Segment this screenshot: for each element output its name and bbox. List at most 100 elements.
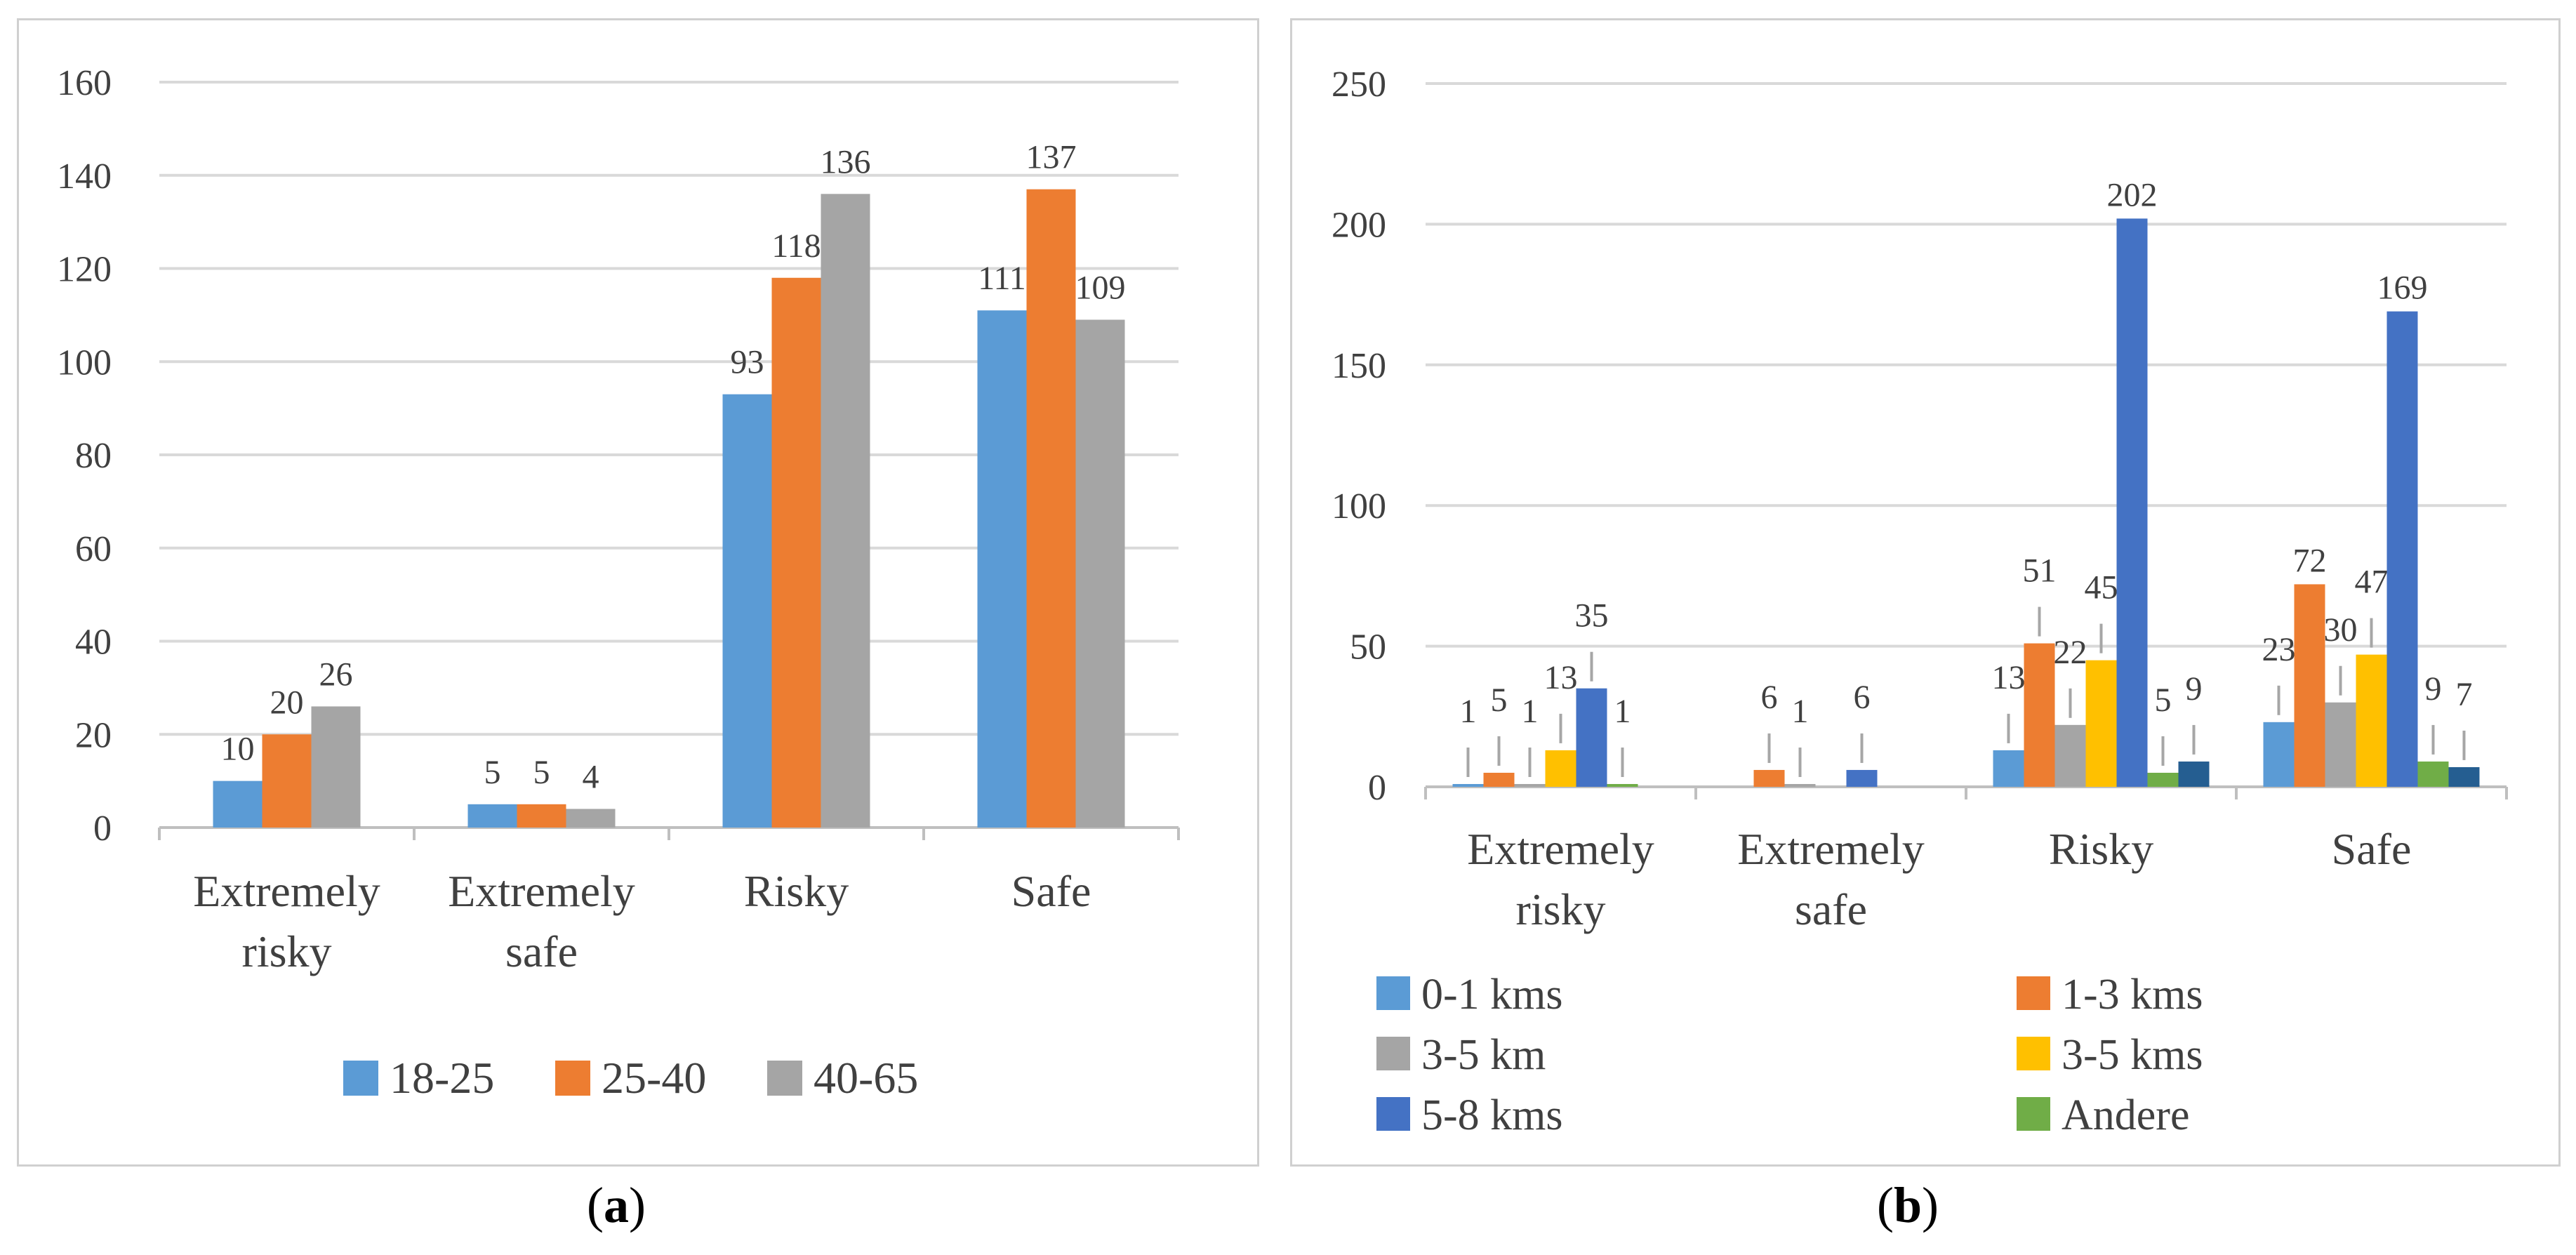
bar-label-5-8 kms: 6 bbox=[1854, 679, 1871, 716]
y-tick-label-100: 100 bbox=[57, 343, 112, 383]
legend-label-1-3 kms: 1-3 kms bbox=[2062, 971, 2203, 1018]
bar-label-40-65: 136 bbox=[821, 143, 871, 180]
bar-label-3-5 km: 1 bbox=[1792, 693, 1809, 730]
bar-5-8 kms bbox=[1576, 688, 1607, 787]
y-tick-label-60: 60 bbox=[75, 529, 112, 569]
bar-label-0-1 kms: 13 bbox=[1992, 659, 2026, 696]
bar-label-18-25: 93 bbox=[731, 344, 764, 381]
chart-a-panel: 0 20 40 60 80 100 120 140 160 Extremely risky 10 20 2… bbox=[17, 18, 1259, 1167]
bar-label-18-25: 10 bbox=[221, 731, 255, 768]
bar-40-65 bbox=[821, 194, 870, 828]
bar-25-40 bbox=[262, 734, 312, 828]
bar-25-40 bbox=[1026, 189, 1076, 828]
legend-label-0-1 kms: 0-1 kms bbox=[1421, 971, 1563, 1018]
caption-a: (a) bbox=[587, 1177, 646, 1233]
x-category-label: safe bbox=[505, 927, 578, 976]
legend-swatch-3-5 kms bbox=[2017, 1037, 2050, 1070]
y-tick-label-160: 160 bbox=[57, 63, 112, 103]
x-category-label: safe bbox=[1795, 884, 1867, 934]
bar-label-25-40: 118 bbox=[771, 227, 821, 265]
y-tick-label-20: 20 bbox=[75, 715, 112, 755]
legend-label-5-8 kms: 5-8 kms bbox=[1421, 1091, 1563, 1139]
legend-swatch-25-40 bbox=[555, 1061, 590, 1096]
bar-extra bbox=[2448, 766, 2480, 787]
legend-label-3-5 km: 3-5 km bbox=[1421, 1031, 1546, 1079]
legend-label-Andere: Andere bbox=[2062, 1091, 2189, 1139]
bar-label-Andere: 5 bbox=[2155, 682, 2172, 719]
y-tick-label-80: 80 bbox=[75, 436, 112, 476]
bar-18-25 bbox=[213, 781, 263, 828]
chart-a-svg: 0 20 40 60 80 100 120 140 160 Extremely risky 10 20 2… bbox=[57, 63, 1180, 1103]
bar-label-1-3 kms: 51 bbox=[2023, 552, 2057, 590]
legend-swatch-18-25 bbox=[343, 1061, 378, 1096]
y-tick-label-0: 0 bbox=[93, 809, 112, 849]
bar-label-40-65: 109 bbox=[1075, 270, 1126, 307]
bar-label-5-8 kms: 35 bbox=[1575, 597, 1609, 635]
x-category-label: Extremely bbox=[1467, 824, 1654, 874]
bar-0-1 kms bbox=[1993, 750, 2024, 787]
bar-label-18-25: 5 bbox=[484, 754, 501, 791]
bar-1-3 kms bbox=[2294, 584, 2325, 787]
legend-swatch-5-8 kms bbox=[1376, 1097, 1410, 1131]
bar-label-40-65: 26 bbox=[319, 656, 353, 693]
bar-3-5 km bbox=[1514, 783, 1546, 787]
legend-label-40-65: 40-65 bbox=[814, 1053, 918, 1103]
x-category-label: Safe bbox=[1011, 866, 1091, 916]
legend-label-18-25: 18-25 bbox=[390, 1053, 494, 1103]
bar-label-25-40: 137 bbox=[1026, 139, 1077, 176]
bar-1-3 kms bbox=[1483, 772, 1515, 787]
bar-label-3-5 km: 22 bbox=[2054, 634, 2087, 671]
bar-label-3-5 kms: 13 bbox=[1544, 659, 1578, 696]
x-category-label: Extremely bbox=[1737, 824, 1925, 874]
bar-3-5 km bbox=[1784, 783, 1816, 787]
bar-label-3-5 km: 1 bbox=[1522, 693, 1539, 730]
bar-Andere bbox=[1607, 783, 1638, 787]
legend-swatch-Andere bbox=[2017, 1097, 2050, 1131]
bar-5-8 kms bbox=[2116, 218, 2148, 787]
y-tick-label-120: 120 bbox=[57, 250, 112, 290]
bar-label-3-5 kms: 47 bbox=[2355, 564, 2389, 601]
y-tick-label-150: 150 bbox=[1332, 346, 1386, 386]
bar-label-3-5 km: 30 bbox=[2324, 611, 2358, 649]
bar-Andere bbox=[2417, 761, 2449, 787]
legend-swatch-40-65 bbox=[767, 1061, 802, 1096]
x-category-label: risky bbox=[1516, 884, 1606, 934]
y-tick-label-100: 100 bbox=[1332, 486, 1386, 526]
bar-label-3-5 kms: 45 bbox=[2085, 569, 2118, 606]
bar-extra bbox=[2178, 761, 2210, 787]
bar-label-18-25: 111 bbox=[978, 260, 1025, 297]
bar-5-8 kms bbox=[2386, 311, 2418, 787]
y-tick-label-140: 140 bbox=[57, 157, 112, 197]
bar-0-1 kms bbox=[2263, 722, 2295, 787]
bar-5-8 kms bbox=[1846, 769, 1878, 787]
legend-label-25-40: 25-40 bbox=[602, 1053, 706, 1103]
bar-Andere bbox=[2147, 772, 2179, 787]
bar-18-25 bbox=[467, 804, 517, 828]
bar-label-1-3 kms: 72 bbox=[2293, 542, 2327, 579]
bar-3-5 km bbox=[2054, 724, 2086, 787]
bar-label-1-3 kms: 6 bbox=[1761, 679, 1778, 716]
bar-label-0-1 kms: 23 bbox=[2262, 631, 2296, 668]
bar-label-40-65: 4 bbox=[583, 758, 599, 795]
bar-3-5 km bbox=[2325, 702, 2356, 787]
caption-b: (b) bbox=[1877, 1177, 1939, 1233]
bar-3-5 kms bbox=[1545, 750, 1576, 787]
bar-label-1-3 kms: 5 bbox=[1491, 682, 1508, 719]
bar-label-extra: 7 bbox=[2456, 676, 2473, 713]
bar-18-25 bbox=[977, 310, 1027, 828]
legend-swatch-3-5 km bbox=[1376, 1037, 1410, 1070]
y-tick-label-250: 250 bbox=[1332, 65, 1386, 105]
bar-3-5 kms bbox=[2356, 654, 2387, 787]
x-category-label: Extremely bbox=[193, 866, 380, 916]
bar-label-Andere: 1 bbox=[1614, 693, 1631, 730]
legend-swatch-1-3 kms bbox=[2017, 976, 2050, 1010]
y-tick-label-200: 200 bbox=[1332, 205, 1386, 245]
chart-b-panel: 0 50 100 150 200 250 Extremely risky 1 5 1 13 35 1 Ext… bbox=[1290, 18, 2561, 1167]
bar-40-65 bbox=[1075, 319, 1125, 828]
bar-label-25-40: 20 bbox=[270, 684, 304, 721]
bar-0-1 kms bbox=[1452, 783, 1484, 787]
bar-3-5 kms bbox=[2085, 660, 2117, 787]
x-category-label: Safe bbox=[2332, 824, 2412, 874]
y-tick-label-50: 50 bbox=[1350, 628, 1386, 668]
